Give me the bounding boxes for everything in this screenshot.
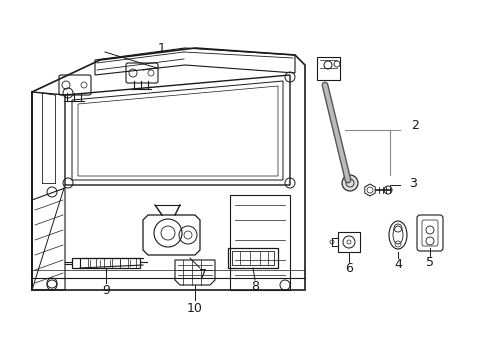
Text: 10: 10: [187, 302, 203, 315]
Text: 9: 9: [102, 284, 110, 297]
Text: 3: 3: [408, 176, 416, 189]
Circle shape: [341, 175, 357, 191]
Text: 4: 4: [393, 257, 401, 270]
Text: 8: 8: [250, 280, 259, 293]
Text: 2: 2: [410, 118, 418, 131]
Text: 6: 6: [345, 261, 352, 275]
Text: 7: 7: [199, 269, 206, 282]
Text: 5: 5: [425, 256, 433, 270]
Text: 1: 1: [158, 41, 165, 54]
